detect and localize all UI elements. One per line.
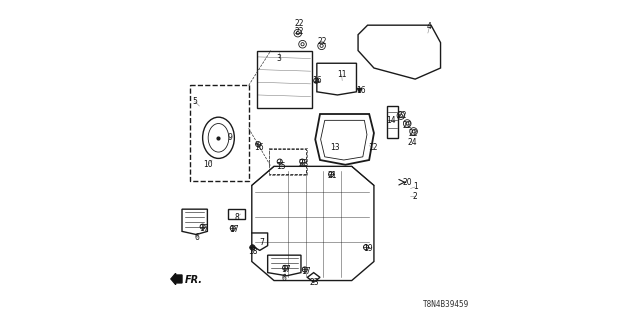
Text: 16: 16	[356, 86, 365, 95]
Text: 18: 18	[248, 247, 257, 257]
Text: 13: 13	[330, 143, 340, 152]
Text: 10: 10	[204, 160, 213, 169]
Text: 4: 4	[427, 22, 432, 31]
Text: 19: 19	[363, 244, 372, 253]
Text: 22: 22	[397, 111, 406, 120]
Text: 14: 14	[386, 116, 396, 125]
Text: 17: 17	[281, 265, 291, 274]
Text: 11: 11	[337, 70, 346, 79]
Text: T8N4B39459: T8N4B39459	[423, 300, 469, 309]
Text: 17: 17	[199, 224, 209, 233]
Text: 23: 23	[310, 278, 319, 287]
Text: 9: 9	[227, 133, 232, 142]
Text: 20: 20	[403, 178, 412, 187]
Text: 22: 22	[294, 27, 304, 36]
Text: 2: 2	[413, 192, 417, 201]
Text: 16: 16	[254, 143, 264, 152]
Text: 3: 3	[276, 54, 281, 63]
Text: 24: 24	[407, 138, 417, 147]
Text: 15: 15	[276, 162, 286, 171]
Text: 17: 17	[229, 225, 239, 234]
Text: 1: 1	[413, 182, 417, 191]
Text: 22: 22	[317, 36, 327, 45]
Text: 22: 22	[298, 159, 308, 168]
Text: 5: 5	[192, 97, 197, 106]
FancyArrow shape	[171, 273, 182, 284]
Text: 22: 22	[409, 129, 419, 138]
Text: 6: 6	[282, 275, 287, 284]
Text: 21: 21	[327, 172, 337, 180]
Text: 16: 16	[313, 76, 323, 85]
Text: 7: 7	[259, 238, 264, 247]
Text: 22: 22	[403, 121, 412, 130]
Text: 17: 17	[301, 267, 311, 276]
Text: 12: 12	[369, 143, 378, 152]
Text: 22: 22	[294, 19, 304, 28]
Text: 6: 6	[195, 233, 200, 242]
Text: 8: 8	[234, 212, 239, 222]
Text: FR.: FR.	[185, 275, 203, 285]
